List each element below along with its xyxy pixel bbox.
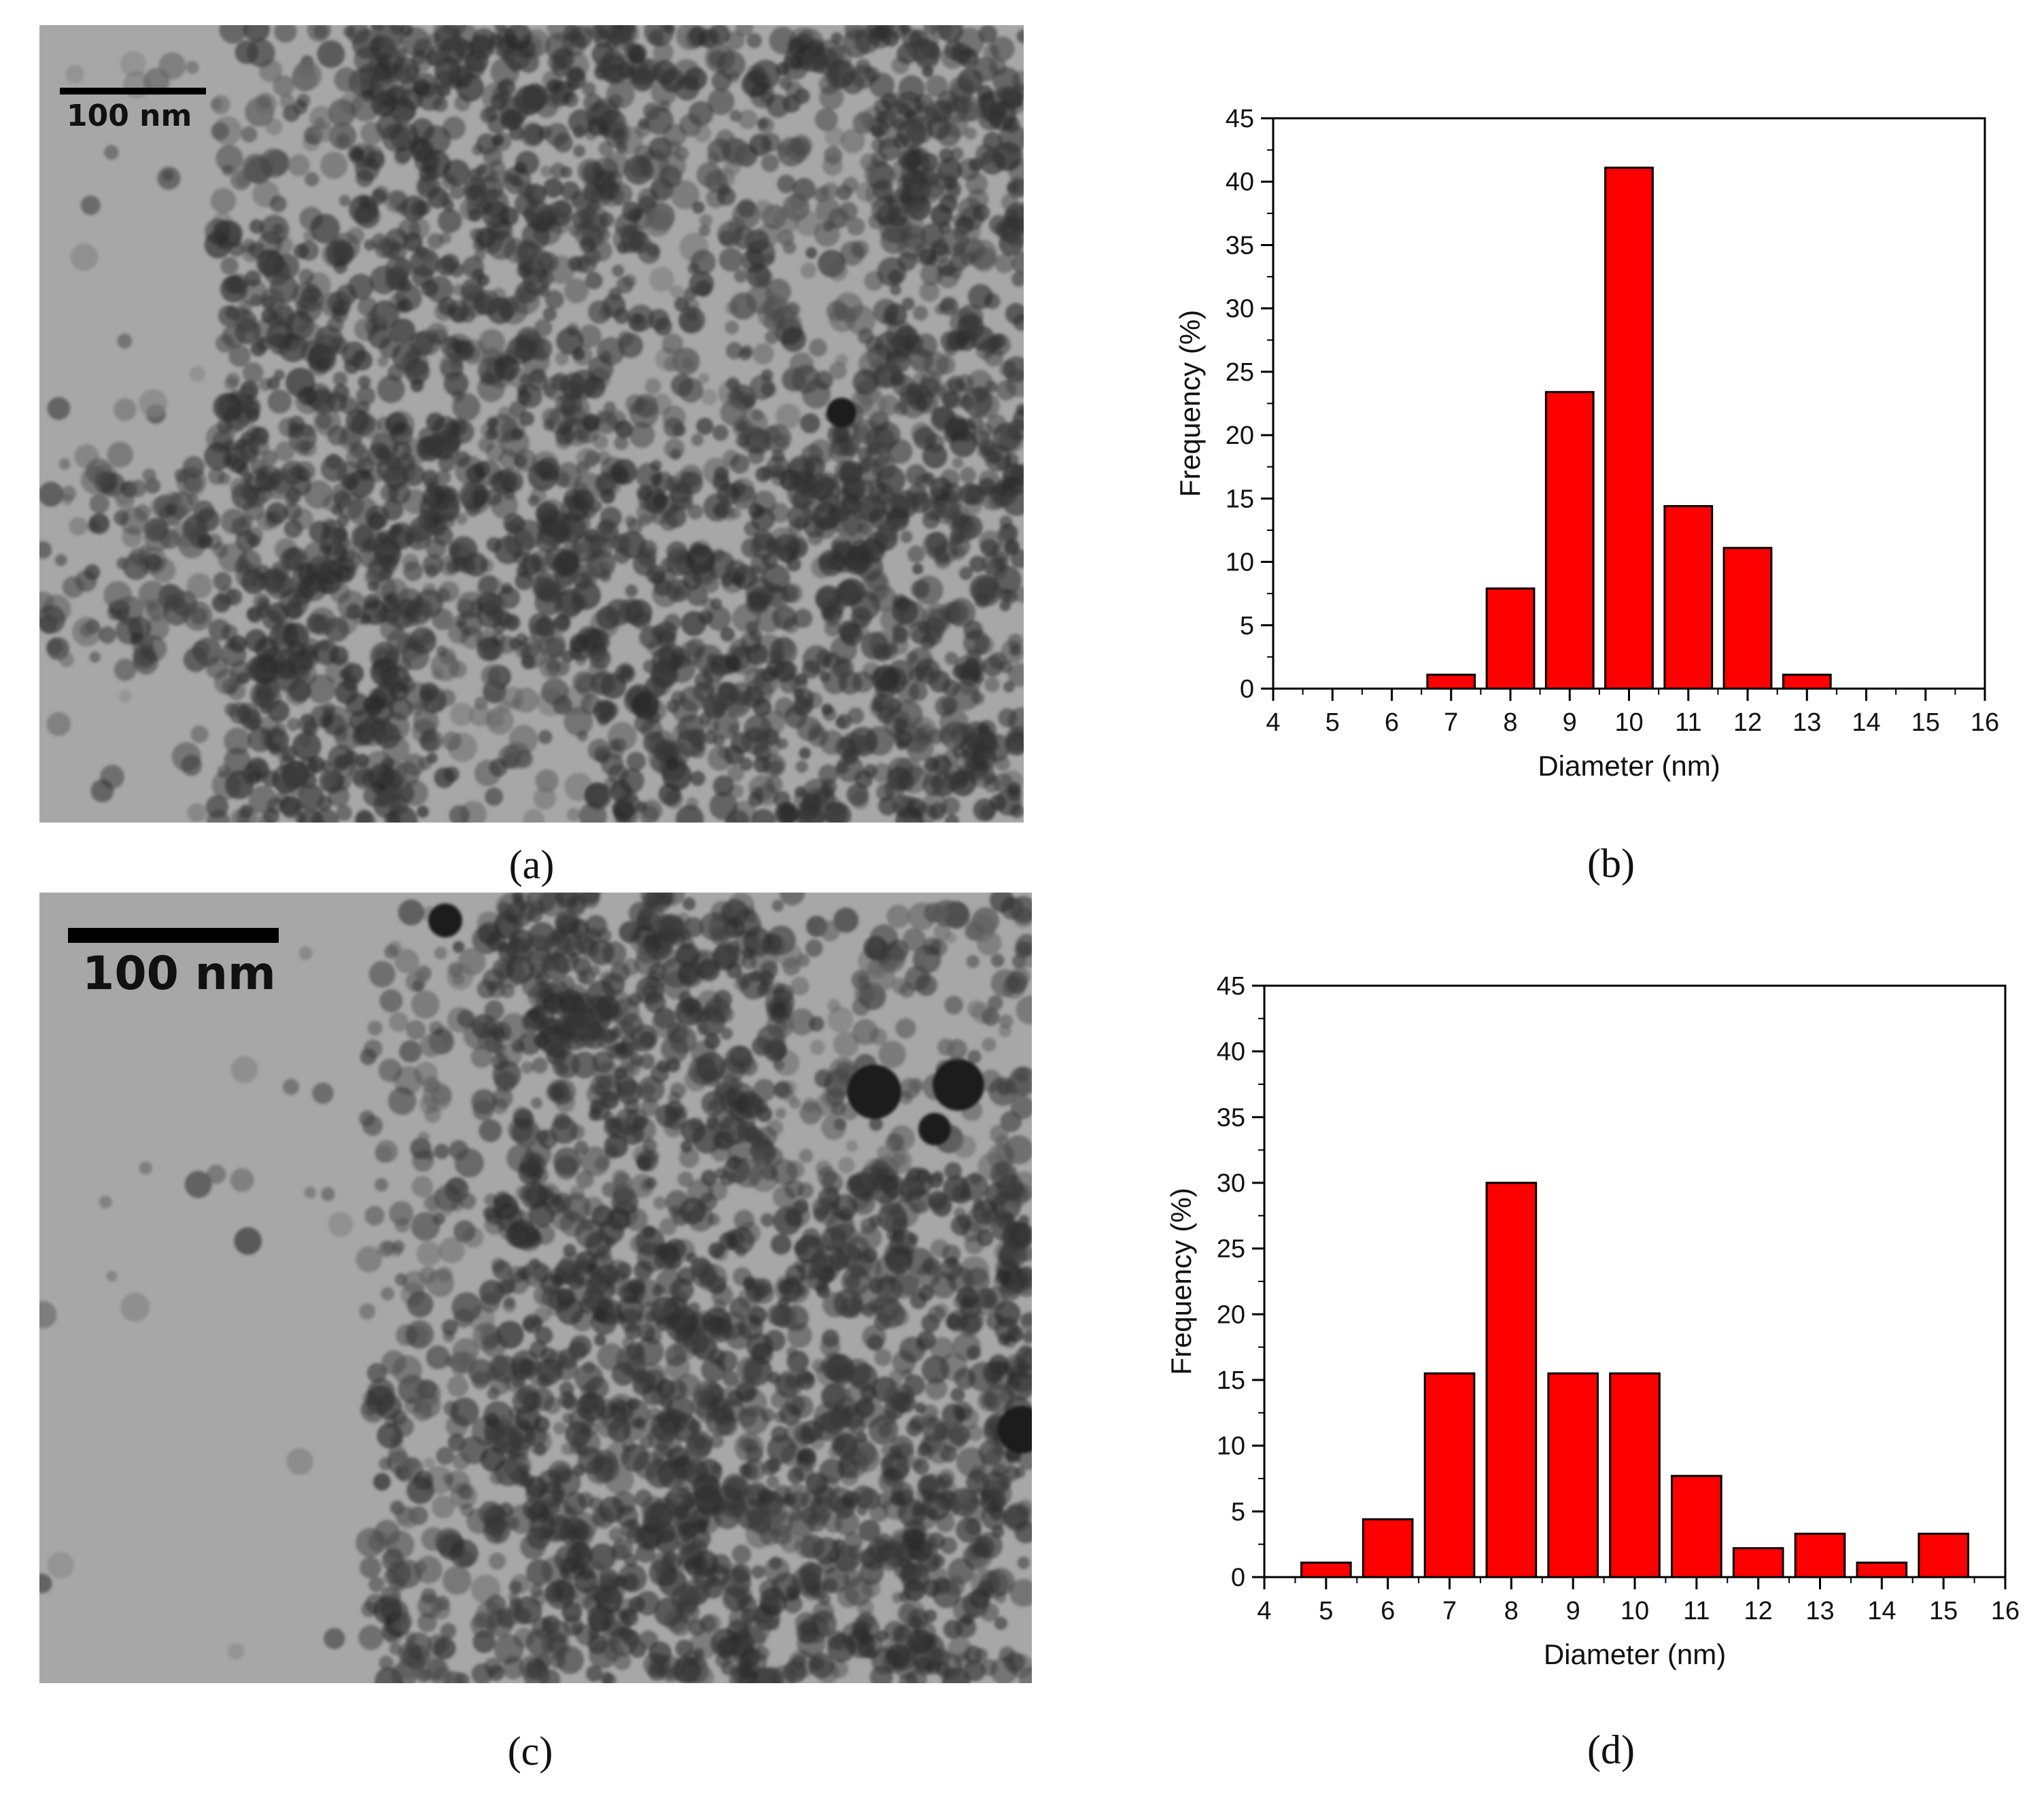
y-tick-label: 15 [1217,1366,1245,1395]
x-tick-label: 10 [1614,708,1643,737]
y-tick-label: 20 [1217,1300,1245,1329]
histogram-bar [1794,1532,1846,1578]
y-tick-label: 15 [1226,485,1254,513]
y-tick-label: 0 [1231,1564,1245,1592]
x-tick-label: 14 [1867,1597,1896,1625]
histogram-bar [1782,673,1832,690]
y-tick-label: 35 [1226,231,1254,260]
x-tick-label: 5 [1319,1597,1333,1625]
x-tick-label: 14 [1852,708,1880,737]
histogram-bar [1856,1561,1908,1578]
scale-bar-label: 100 nm [67,99,192,133]
y-tick-label: 45 [1226,105,1254,133]
y-tick-label: 25 [1217,1235,1245,1264]
y-axis-label: Frequency (%) [1174,310,1206,497]
x-tick-label: 13 [1805,1597,1834,1625]
y-tick-label: 10 [1217,1432,1245,1461]
panel-label-a: (a) [508,842,555,887]
histogram-bar [1663,505,1714,690]
y-tick-label: 5 [1240,612,1254,640]
x-tick-label: 4 [1257,1597,1271,1625]
tem-image-texture [39,893,1032,1683]
x-tick-label: 5 [1326,708,1340,737]
y-tick-label: 25 [1226,358,1254,387]
x-tick-label: 13 [1792,708,1821,737]
y-tick-label: 20 [1226,421,1254,450]
x-tick-label: 12 [1744,1597,1773,1625]
x-tick-label: 9 [1563,708,1577,737]
x-tick-label: 7 [1444,708,1458,737]
y-axis-label: Frequency (%) [1165,1188,1197,1375]
histogram-bar [1722,547,1773,690]
x-tick-label: 6 [1385,708,1399,737]
histogram-d: 4 5 6 7 8 9 10 11 12 13 14 15 16 0 5 10 15 20 25 30 35 40 45 Di… [1156,965,2039,1699]
histogram-bar [1671,1474,1722,1578]
histogram-bar [1544,391,1595,690]
histogram-bar [1918,1532,1970,1578]
x-axis-label: Diameter (nm) [1544,1638,1726,1670]
x-tick-label: 9 [1566,1597,1580,1625]
histogram-b: 4 5 6 7 8 9 10 11 12 13 14 15 16 0 5 10 15 20 25 30 35 40 45 Di… [1156,95,2039,816]
x-tick-label: 8 [1503,708,1517,737]
histogram-bar [1300,1561,1352,1578]
x-tick-label: 4 [1266,708,1280,737]
x-tick-label: 11 [1683,1597,1710,1625]
y-tick-label: 40 [1226,168,1254,196]
y-tick-label: 45 [1217,972,1245,1001]
x-tick-label: 7 [1442,1597,1457,1625]
x-tick-label: 16 [1971,708,1999,737]
y-tick-label: 10 [1226,549,1254,577]
scale-bar-line [60,88,206,94]
y-tick-label: 5 [1231,1498,1245,1526]
tem-micrograph-a: 100 nm [39,25,1024,823]
histogram-bar [1426,673,1476,690]
tem-image-texture [39,25,1024,823]
x-tick-label: 11 [1675,708,1701,737]
histogram-bar [1485,587,1536,690]
x-tick-label: 10 [1621,1597,1649,1625]
histogram-bar [1609,1372,1661,1578]
tem-micrograph-c: 100 nm [39,893,1032,1683]
histogram-bar [1423,1372,1476,1578]
y-tick-label: 40 [1217,1038,1245,1067]
x-tick-label: 12 [1733,708,1762,737]
scale-bar-line [68,928,279,943]
histogram-bar [1732,1547,1784,1578]
histogram-bar [1547,1372,1599,1578]
panel-label-d: (d) [1587,1727,1635,1772]
y-tick-label: 30 [1217,1169,1245,1198]
x-axis-label: Diameter (nm) [1538,750,1720,782]
y-tick-label: 30 [1226,295,1254,324]
x-tick-label: 16 [1991,1597,2020,1625]
y-tick-label: 0 [1240,675,1254,704]
panel-label-c: (c) [507,1729,553,1774]
panel-label-b: (b) [1587,841,1635,886]
y-tick-label: 35 [1217,1103,1245,1132]
scale-bar-label: 100 nm [82,947,276,1001]
x-tick-label: 15 [1911,708,1940,737]
histogram-bar [1362,1518,1414,1578]
x-tick-label: 8 [1504,1597,1519,1625]
x-tick-label: 15 [1929,1597,1958,1625]
histogram-bar [1485,1181,1538,1578]
histogram-bar [1604,167,1654,690]
x-tick-label: 6 [1381,1597,1395,1625]
